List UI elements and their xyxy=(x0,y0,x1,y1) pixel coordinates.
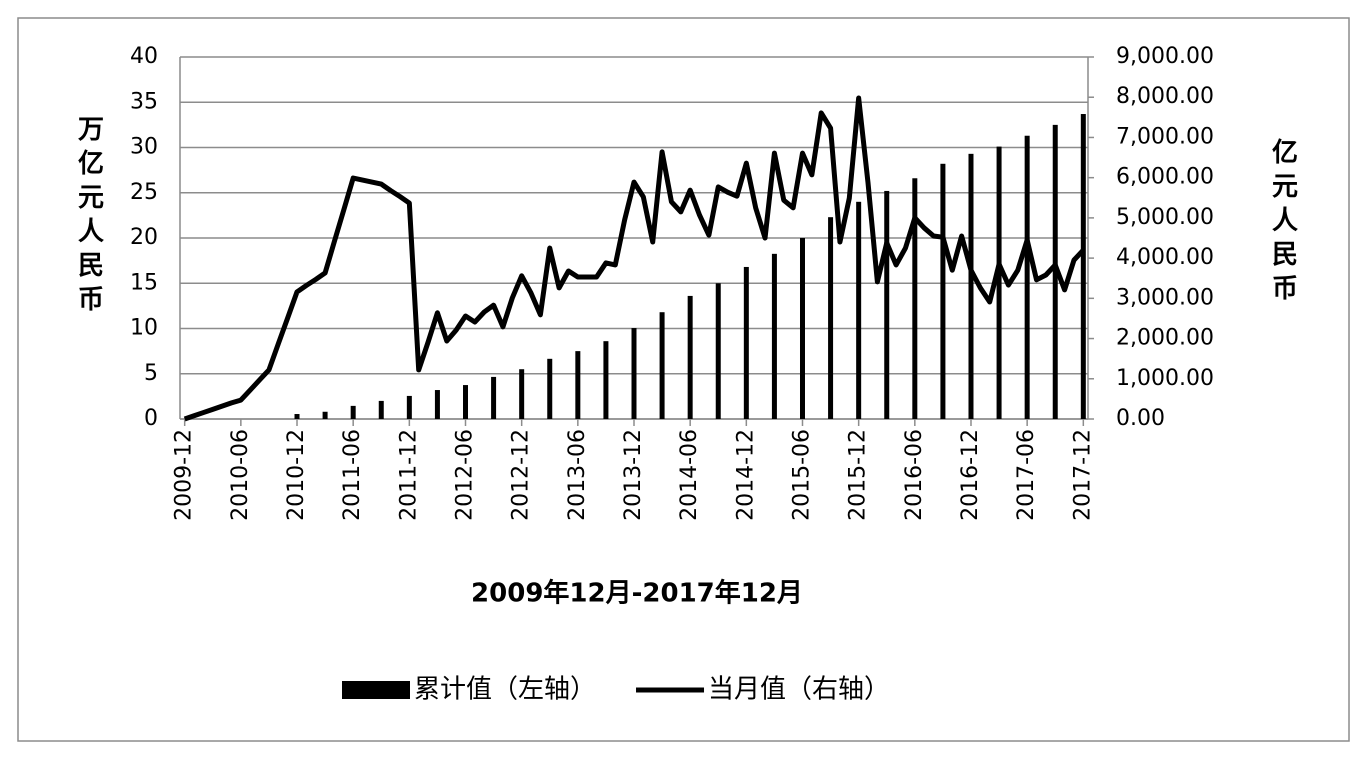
bar xyxy=(884,190,890,419)
bar xyxy=(350,405,356,419)
line-series xyxy=(183,95,1086,422)
bar xyxy=(715,283,721,419)
x-tick-label: 2012-12 xyxy=(509,429,534,521)
chart-border xyxy=(17,17,1350,742)
x-tick-label: 2014-06 xyxy=(677,429,702,521)
bar xyxy=(491,376,497,419)
bar xyxy=(856,201,862,419)
x-tick-label: 2017-06 xyxy=(1014,429,1039,521)
x-tick-label: 2015-12 xyxy=(846,429,871,521)
bar xyxy=(968,153,974,419)
bar xyxy=(743,266,749,419)
x-tick-label: 2012-06 xyxy=(453,429,478,521)
x-tick-label: 2011-12 xyxy=(396,429,421,521)
bar xyxy=(603,341,609,419)
bar xyxy=(322,411,328,419)
bar xyxy=(940,163,946,419)
y2-tick-label: 0.00 xyxy=(1116,406,1165,431)
bar xyxy=(519,369,525,419)
y-tick-label: 30 xyxy=(130,135,158,160)
x-tick-label: 2010-06 xyxy=(228,429,253,521)
x-tick-label: 2010-12 xyxy=(284,429,309,521)
bar xyxy=(912,178,918,419)
bar xyxy=(799,238,805,419)
x-tick-label: 2014-12 xyxy=(733,429,758,521)
y-tick-label: 35 xyxy=(130,89,158,114)
x-tick-label: 2015-06 xyxy=(789,429,814,521)
x-tick-label: 2017-12 xyxy=(1070,429,1095,521)
bar xyxy=(1024,135,1030,420)
y2-tick-label: 6,000.00 xyxy=(1116,165,1214,190)
y-tick-label: 10 xyxy=(130,316,158,341)
bar xyxy=(294,414,300,419)
bar xyxy=(575,351,581,419)
y2-axis-title: 亿元人民币 xyxy=(1268,138,1298,308)
legend-swatch xyxy=(342,681,410,699)
legend-label: 当月值（右轴） xyxy=(708,675,890,705)
y2-tick-label: 2,000.00 xyxy=(1116,326,1214,351)
y2-tick-label: 3,000.00 xyxy=(1116,285,1214,310)
bar xyxy=(771,253,777,419)
x-tick-label: 2011-06 xyxy=(340,429,365,521)
x-tick-label: 2016-06 xyxy=(902,429,927,521)
bar xyxy=(631,328,637,419)
bar xyxy=(547,358,553,419)
bar xyxy=(406,395,412,419)
x-axis-title: 2009年12月-2017年12月 xyxy=(471,578,803,609)
legend-label: 累计值（左轴） xyxy=(414,675,596,705)
y2-tick-label: 1,000.00 xyxy=(1116,366,1214,391)
y2-tick-label: 8,000.00 xyxy=(1116,84,1214,109)
bar xyxy=(434,390,440,419)
x-tick-label: 2016-12 xyxy=(958,429,983,521)
y-tick-label: 15 xyxy=(130,270,158,295)
y-tick-label: 20 xyxy=(130,225,158,250)
y2-tick-label: 7,000.00 xyxy=(1116,124,1214,149)
y-axis-title: 万亿元人民币 xyxy=(74,115,104,319)
x-tick-label: 2009-12 xyxy=(172,429,197,521)
y2-tick-label: 5,000.00 xyxy=(1116,205,1214,230)
x-tick-label: 2013-12 xyxy=(621,429,646,521)
bar xyxy=(996,146,1002,419)
bar xyxy=(659,312,665,419)
y2-tick-label: 9,000.00 xyxy=(1116,44,1214,69)
y2-tick-label: 4,000.00 xyxy=(1116,245,1214,270)
y-tick-label: 25 xyxy=(130,180,158,205)
x-tick-label: 2013-06 xyxy=(565,429,590,521)
bar xyxy=(687,295,693,419)
bar xyxy=(463,385,469,419)
y-tick-label: 5 xyxy=(144,361,158,386)
y-tick-label: 40 xyxy=(130,44,158,69)
bar xyxy=(378,400,384,419)
y-tick-label: 0 xyxy=(144,406,158,431)
bar xyxy=(1080,114,1086,419)
bar xyxy=(828,217,834,419)
